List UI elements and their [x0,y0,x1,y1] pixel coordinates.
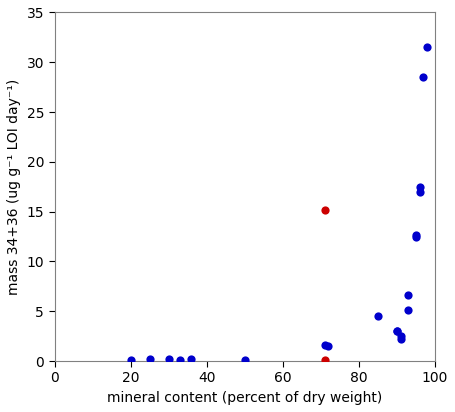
Point [404,292,412,299]
Point [177,356,184,363]
Point [321,357,328,363]
Point [393,328,400,334]
Point [325,343,332,349]
Point [393,328,400,335]
Point [165,356,172,363]
Point [321,342,328,349]
X-axis label: mineral content (percent of dry weight): mineral content (percent of dry weight) [107,391,382,405]
Point [424,44,431,51]
Point [412,233,420,240]
Point [397,333,404,339]
Point [404,307,412,314]
Point [127,357,134,363]
Point [321,206,328,213]
Point [374,313,381,320]
Point [241,357,248,363]
Point [416,183,423,190]
Point [412,231,420,238]
Point [397,336,404,342]
Point [188,355,195,362]
Point [416,188,423,195]
Point [420,74,427,80]
Point [146,356,153,363]
Y-axis label: mass 34+36 (ug g⁻¹ LOI day⁻¹): mass 34+36 (ug g⁻¹ LOI day⁻¹) [7,79,21,295]
